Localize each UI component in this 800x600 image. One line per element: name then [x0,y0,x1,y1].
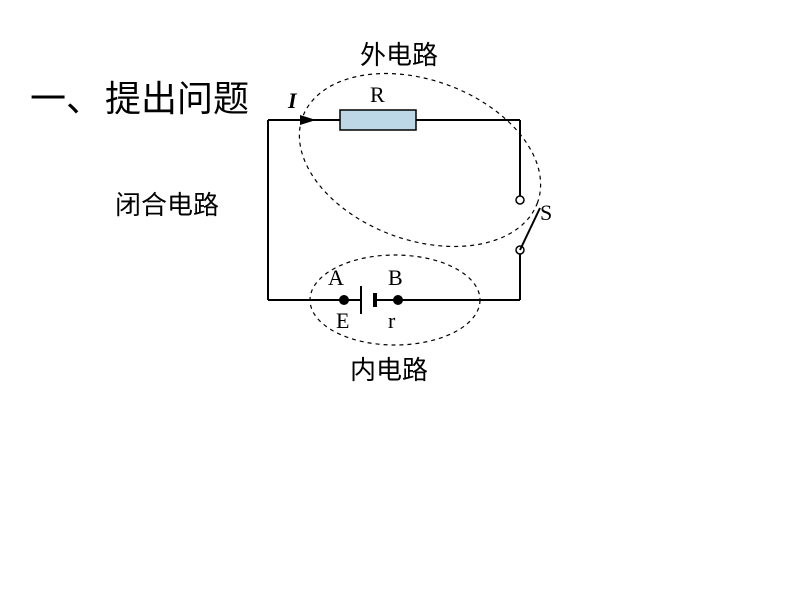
circuit-diagram [0,0,800,600]
